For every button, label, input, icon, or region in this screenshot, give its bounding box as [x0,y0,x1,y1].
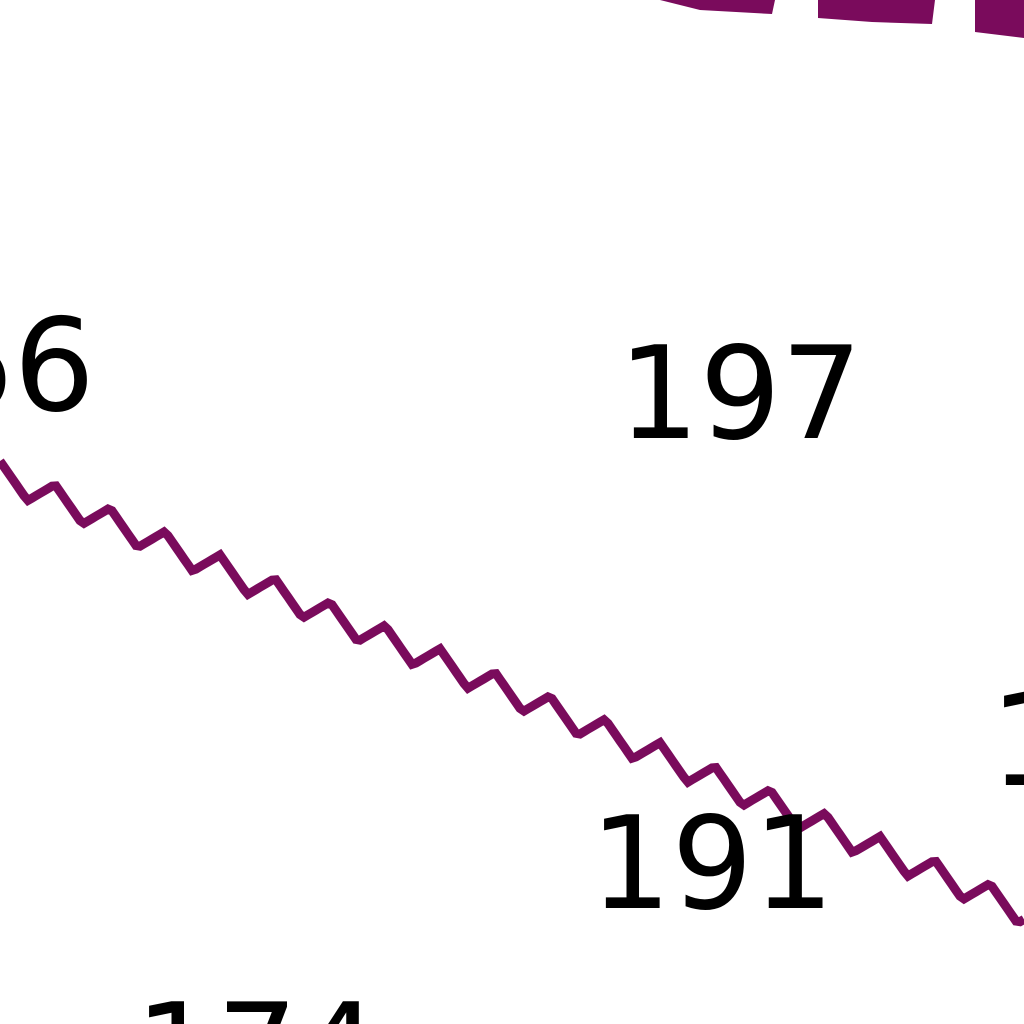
map-label: 174 [135,977,379,1024]
route-dash [660,0,775,14]
map-label: 197 [618,320,862,469]
route-dash [975,0,1024,38]
map-label: 191 [590,790,834,939]
dashed-route [660,0,1024,38]
map-label: 66 [0,292,95,441]
route-dash [818,0,935,24]
wavy-boundary [0,458,1024,927]
map-label: 1 [990,667,1024,816]
